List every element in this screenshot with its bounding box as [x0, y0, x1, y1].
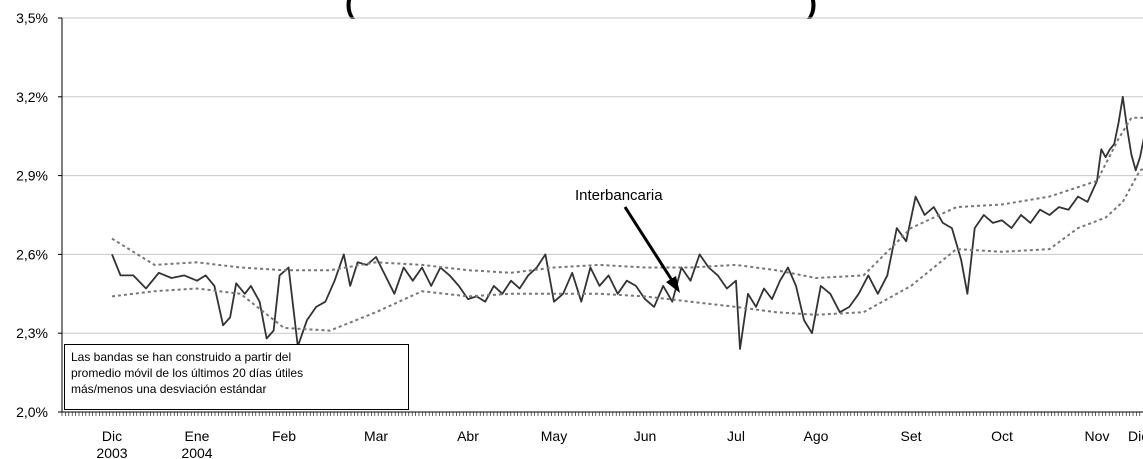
- x-tick-sublabel: 2003: [96, 445, 127, 459]
- y-axis-labels: 3,5% 3,2% 2,9% 2,6% 2,3% 2,0%: [16, 10, 62, 420]
- chart-title-open-paren: (: [345, 0, 355, 20]
- x-tick-label: Dic: [102, 428, 122, 444]
- x-tick-label: Dic: [1128, 428, 1143, 444]
- y-tick-label: 3,5%: [16, 10, 48, 26]
- x-tick-label: Set: [900, 428, 921, 444]
- y-tick-label: 3,2%: [16, 89, 48, 105]
- y-tick-label: 2,3%: [16, 325, 48, 341]
- x-tick-label: Mar: [364, 428, 388, 444]
- x-tick-label: Ago: [804, 428, 829, 444]
- note-line-3: más/menos una desviación estándar: [71, 382, 267, 396]
- x-tick-label: May: [541, 428, 567, 444]
- series-line-interbancaria: [111, 95, 1143, 350]
- x-tick-label: Jul: [727, 428, 745, 444]
- annotation-interbancaria: Interbancaria: [575, 187, 663, 204]
- annotation-arrow-head: [666, 276, 680, 293]
- series-line-upper-band: [111, 116, 1143, 279]
- y-tick-label: 2,0%: [16, 404, 48, 420]
- methodology-note: Las bandas se han construido a partir de…: [64, 344, 409, 410]
- x-tick-label: Jun: [634, 428, 657, 444]
- x-tick-label: Ene: [185, 428, 210, 444]
- note-line-2: promedio móvil de los últimos 20 días út…: [71, 366, 304, 380]
- series-group: [111, 95, 1143, 350]
- x-tick-label: Feb: [272, 428, 296, 444]
- annotation-arrow-shaft: [623, 206, 677, 286]
- axes: [61, 18, 1143, 416]
- chart-title-close-paren: ): [807, 0, 817, 20]
- y-tick-label: 2,9%: [16, 168, 48, 184]
- x-tick-sublabel: 2004: [181, 445, 212, 459]
- y-tick-label: 2,6%: [16, 246, 48, 262]
- x-tick-label: Abr: [457, 428, 479, 444]
- x-tick-label: Nov: [1085, 428, 1110, 444]
- note-line-1: Las bandas se han construido a partir de…: [71, 350, 292, 364]
- x-tick-label: Oct: [991, 428, 1013, 444]
